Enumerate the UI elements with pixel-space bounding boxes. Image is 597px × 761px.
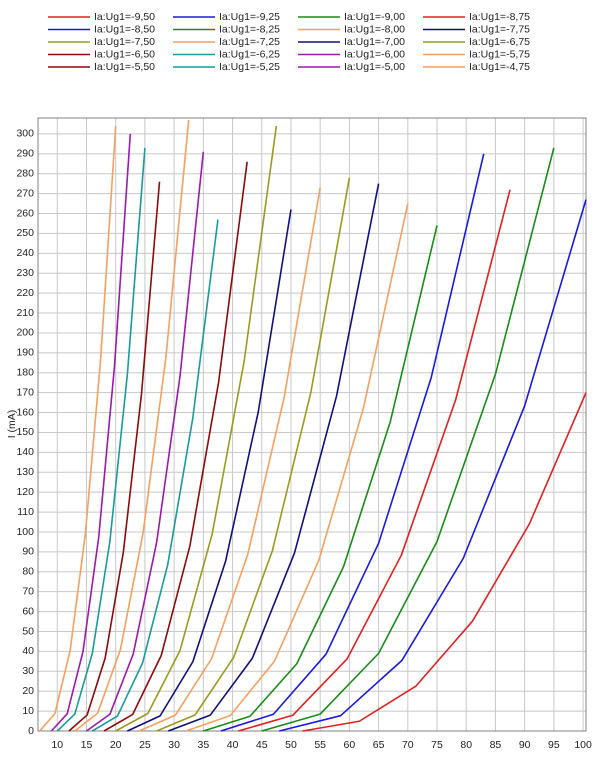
y-tick-label: 10	[22, 705, 34, 717]
series-line	[127, 209, 292, 732]
x-tick-label: 40	[227, 739, 239, 751]
legend-label: Ia:Ug1=-7,50	[94, 36, 155, 48]
legend-label: Ia:Ug1=-9,50	[94, 11, 155, 23]
x-tick-label: 20	[110, 739, 122, 751]
x-tick-label: 55	[314, 739, 326, 751]
y-tick-label: 290	[16, 148, 34, 160]
x-tick-label: 95	[548, 739, 560, 751]
legend-label: Ia:Ug1=-5,50	[94, 61, 155, 73]
series-line	[115, 125, 278, 732]
x-tick-label: 30	[168, 739, 180, 751]
legend-label: Ia:Ug1=-8,00	[344, 23, 405, 35]
x-tick-label: 15	[81, 739, 93, 751]
series-line	[74, 119, 190, 732]
y-tick-label: 100	[16, 526, 34, 538]
series-line	[261, 147, 555, 732]
legend-label: Ia:Ug1=-7,00	[344, 36, 405, 48]
series-line	[91, 219, 219, 732]
legend-label: Ia:Ug1=-8,25	[219, 23, 280, 35]
y-tick-label: 200	[16, 327, 34, 339]
x-tick-label: 90	[519, 739, 531, 751]
y-tick-label: 130	[16, 466, 34, 478]
legend-label: Ia:Ug1=-4,75	[469, 61, 530, 73]
y-tick-label: 250	[16, 227, 34, 239]
y-tick-label: 60	[22, 605, 34, 617]
legend-label: Ia:Ug1=-5,75	[469, 48, 530, 60]
y-tick-label: 140	[16, 446, 34, 458]
series-line	[68, 181, 161, 732]
legend-label: Ia:Ug1=-9,00	[344, 11, 405, 23]
series-line	[56, 147, 146, 732]
y-tick-label: 70	[22, 585, 34, 597]
legend-label: Ia:Ug1=-9,25	[219, 11, 280, 23]
legend-label: Ia:Ug1=-6,25	[219, 48, 280, 60]
y-tick-label: 180	[16, 367, 34, 379]
y-tick-label: 80	[22, 566, 34, 578]
y-tick-label: 190	[16, 347, 34, 359]
series-line	[302, 392, 587, 732]
y-tick-label: 240	[16, 247, 34, 259]
legend-label: Ia:Ug1=-8,50	[94, 23, 155, 35]
legend-label: Ia:Ug1=-5,00	[344, 61, 405, 73]
x-tick-label: 80	[460, 739, 472, 751]
y-tick-label: 50	[22, 625, 34, 637]
legend-label: Ia:Ug1=-7,25	[219, 36, 280, 48]
x-tick-label: 45	[256, 739, 268, 751]
series-line	[103, 161, 248, 732]
y-tick-label: 230	[16, 267, 34, 279]
y-tick-label: 40	[22, 645, 34, 657]
series-line	[185, 203, 409, 732]
y-tick-label: 220	[16, 287, 34, 299]
y-axis-label: I (mA)	[6, 410, 18, 439]
series-line	[203, 225, 438, 732]
x-tick-label: 85	[490, 739, 502, 751]
y-tick-label: 150	[16, 426, 34, 438]
y-tick-label: 160	[16, 406, 34, 418]
y-tick-label: 210	[16, 307, 34, 319]
series-line	[220, 153, 485, 732]
plot-frame	[37, 117, 587, 732]
series-line	[86, 151, 205, 732]
legend-label: Ia:Ug1=-6,75	[469, 36, 530, 48]
x-tick-label: 50	[285, 739, 297, 751]
x-tick-label: 70	[402, 739, 414, 751]
y-tick-label: 30	[22, 665, 34, 677]
x-tick-label: 10	[51, 739, 63, 751]
y-tick-label: 270	[16, 187, 34, 199]
x-tick-label: 25	[139, 739, 151, 751]
y-tick-label: 0	[28, 725, 34, 737]
y-tick-label: 280	[16, 168, 34, 180]
y-tick-label: 170	[16, 386, 34, 398]
legend-label: Ia:Ug1=-7,75	[469, 23, 530, 35]
series-line	[279, 199, 587, 732]
y-tick-label: 260	[16, 207, 34, 219]
legend-label: Ia:Ug1=-6,50	[94, 48, 155, 60]
series-line	[138, 187, 321, 732]
y-tick-label: 120	[16, 486, 34, 498]
y-tick-label: 20	[22, 685, 34, 697]
x-tick-label: 65	[373, 739, 385, 751]
series-line	[39, 125, 117, 732]
legend-label: Ia:Ug1=-6,00	[344, 48, 405, 60]
series-line	[167, 183, 380, 732]
series-line	[156, 177, 351, 732]
y-tick-label: 300	[16, 128, 34, 140]
x-tick-label: 100	[574, 739, 592, 751]
x-tick-label: 60	[344, 739, 356, 751]
y-tick-label: 110	[17, 506, 34, 518]
legend-label: Ia:Ug1=-5,25	[219, 61, 280, 73]
x-tick-label: 35	[197, 739, 209, 751]
y-tick-label: 90	[22, 546, 34, 558]
x-tick-label: 75	[431, 739, 443, 751]
legend-label: Ia:Ug1=-8,75	[469, 11, 530, 23]
series-line	[50, 133, 132, 732]
series-line	[238, 189, 511, 732]
